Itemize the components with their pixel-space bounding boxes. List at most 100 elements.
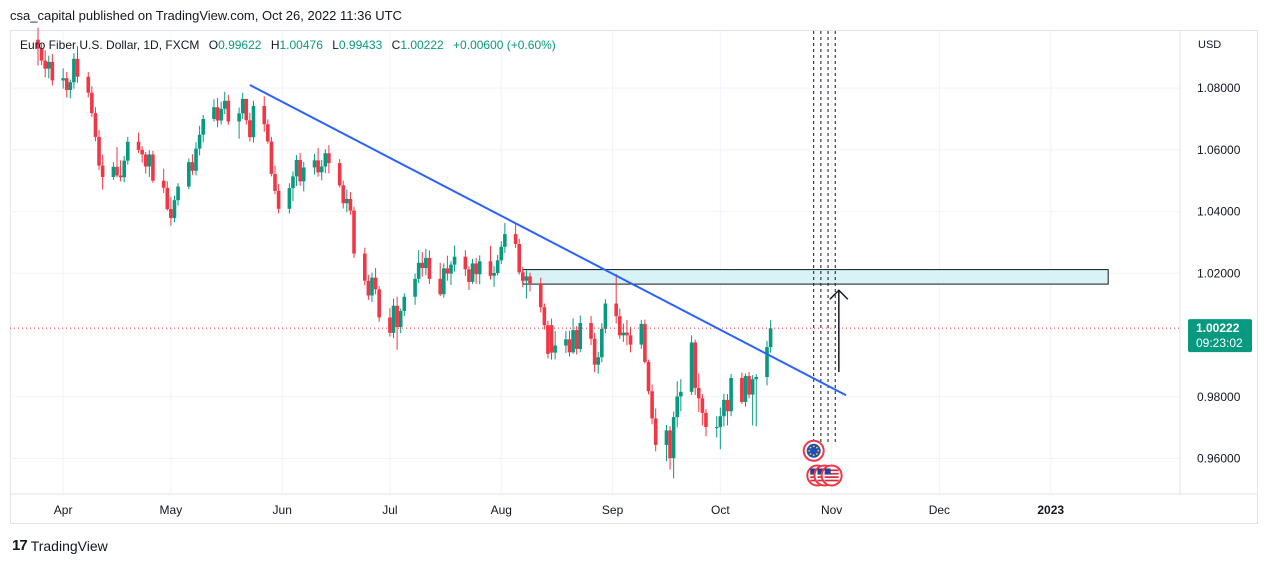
candle-body <box>366 280 371 296</box>
candle-body <box>718 416 723 428</box>
candle-body <box>639 323 644 345</box>
candle-body <box>621 332 626 336</box>
candle-body <box>427 257 432 279</box>
candle-body <box>143 154 148 167</box>
candle-body <box>219 108 223 121</box>
candle-body <box>251 106 256 138</box>
candle-body <box>424 257 428 269</box>
candle-body <box>420 262 425 269</box>
candle-body <box>477 261 482 275</box>
grid-lines <box>10 31 1258 495</box>
candles <box>36 27 773 479</box>
candle-body <box>413 278 417 297</box>
candle-body <box>151 154 155 181</box>
candle-body <box>215 107 220 121</box>
candle-body <box>136 141 141 150</box>
price-tick-label: 1.04000 <box>1197 205 1241 219</box>
candle-body <box>75 58 80 77</box>
price-tick-label: 1.08000 <box>1197 81 1241 95</box>
candle-body <box>553 345 557 353</box>
candle-body <box>201 118 205 135</box>
candle-body <box>614 303 618 317</box>
candle-body <box>714 427 719 429</box>
candle-body <box>528 276 532 284</box>
candle-body <box>294 160 299 177</box>
usd-stripe-icon <box>824 469 839 472</box>
candle-body <box>524 276 529 281</box>
symbol-label[interactable]: Euro Fiber U.S. Dollar, 1D, FXCM <box>20 38 200 52</box>
candle-body <box>470 263 475 282</box>
candle-body <box>100 165 105 177</box>
candle-body <box>352 210 356 254</box>
brand-name: TradingView <box>30 537 108 554</box>
candle-body <box>64 78 69 90</box>
high-label: H <box>270 38 280 52</box>
candle-body <box>488 261 493 276</box>
time-tick-label: Dec <box>929 503 950 517</box>
price-tick-label: 0.96000 <box>1197 452 1241 466</box>
candle-body <box>653 418 658 445</box>
usd-stripe-icon <box>824 479 839 482</box>
candle-body <box>388 317 392 333</box>
eur-star-icon <box>808 449 811 452</box>
candle-body <box>740 377 744 403</box>
time-tick-label: Jul <box>382 503 397 517</box>
candle-body <box>589 322 593 339</box>
drawings <box>10 84 1180 397</box>
candle-body <box>646 361 651 392</box>
candle-body <box>122 160 126 178</box>
last-price-value: 1.00222 <box>1196 321 1240 335</box>
candle-body <box>625 332 629 336</box>
eur-star-icon <box>812 454 815 457</box>
candle-body <box>668 430 672 459</box>
candle-body <box>269 141 274 174</box>
ohlc-legend: Euro Fiber U.S. Dollar, 1D, FXCM O0.9962… <box>20 38 556 52</box>
eur-star-icon <box>809 453 812 455</box>
candle-body <box>650 391 654 419</box>
price-axis[interactable]: USD 0.96000 0.98000 1.02000 1.04000 1.06000 1.… <box>1188 39 1252 466</box>
candle-body <box>90 92 94 114</box>
price-tick-label: 0.98000 <box>1197 390 1241 404</box>
candle-body <box>43 60 47 69</box>
candle-body <box>467 269 471 282</box>
time-tick-label: Nov <box>821 503 842 517</box>
candle-body <box>567 339 572 353</box>
time-tick-label: May <box>160 503 183 517</box>
eur-star-icon <box>812 445 815 448</box>
low-label: L <box>332 38 339 52</box>
candle-body <box>172 200 177 219</box>
candle-body <box>564 339 568 346</box>
candle-body <box>574 330 579 349</box>
candle-body <box>768 328 773 348</box>
currency-label: USD <box>1198 39 1221 51</box>
time-tick-label: Apr <box>54 503 73 517</box>
candle-body <box>499 246 504 261</box>
candle-body <box>341 185 346 204</box>
usd-canton-icon <box>824 468 831 475</box>
candle-body <box>240 98 245 114</box>
time-tick-label: 2023 <box>1037 503 1064 517</box>
candle-body <box>402 296 407 311</box>
candle-body <box>438 278 443 295</box>
candle-body <box>521 272 525 281</box>
time-axis[interactable]: Apr May Jun Jul Aug Sep Oct Nov Dec 2023 <box>54 503 1065 517</box>
candle-body <box>68 82 73 90</box>
candle-body <box>513 234 518 244</box>
candle-body <box>125 141 130 161</box>
candle-body <box>463 256 468 270</box>
candle-body <box>226 100 231 122</box>
candle-body <box>474 263 478 275</box>
candle-body <box>700 398 705 413</box>
candle-body <box>689 342 694 392</box>
candle-body <box>754 377 759 380</box>
candle-body <box>549 325 554 353</box>
candle-body <box>97 136 101 166</box>
event-flags[interactable] <box>802 439 843 487</box>
arrow-head <box>829 289 849 300</box>
candle-body <box>72 58 76 83</box>
candle-body <box>747 376 751 395</box>
candle-body <box>222 100 227 109</box>
candle-body <box>696 387 701 399</box>
candle-body <box>190 162 195 171</box>
